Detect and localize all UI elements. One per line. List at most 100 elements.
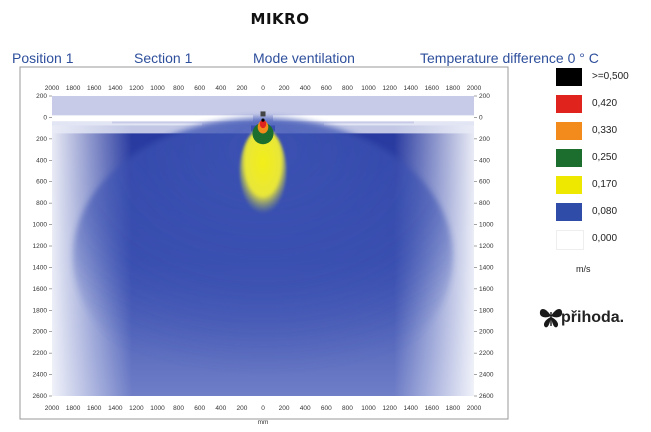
y-tick-label-right: 1600 [479, 286, 494, 293]
y-tick-label-left: 1400 [33, 264, 48, 271]
x-tick-label-bottom: 1200 [382, 405, 397, 412]
x-tick-label-top: 200 [236, 85, 247, 92]
x-tick-label-bottom: 600 [194, 405, 205, 412]
y-tick-label-left: 2200 [33, 350, 48, 357]
legend-swatch [556, 95, 582, 113]
legend-swatch [556, 176, 582, 194]
butterfly-icon [539, 309, 563, 328]
x-axis-label: mm [258, 419, 269, 426]
x-tick-label-top: 800 [173, 85, 184, 92]
legend-swatch [556, 68, 582, 86]
x-tick-label-bottom: 0 [261, 405, 265, 412]
x-tick-label-top: 600 [194, 85, 205, 92]
x-tick-label-top: 2000 [467, 85, 482, 92]
heatmap-plot: 2000200018001800160016001400140012001200… [19, 66, 509, 426]
y-tick-label-right: 2400 [479, 372, 494, 379]
y-tick-label-left: 2400 [33, 372, 48, 379]
y-tick-label-right: 2200 [479, 350, 494, 357]
mode-label: Mode ventilation [253, 50, 355, 66]
x-tick-label-bottom: 1400 [403, 405, 418, 412]
legend-label: 0,420 [592, 98, 618, 109]
x-tick-label-top: 1000 [361, 85, 376, 92]
legend-item: 0,170 [552, 176, 648, 196]
x-tick-label-bottom: 800 [173, 405, 184, 412]
x-tick-label-bottom: 400 [215, 405, 226, 412]
y-tick-label-right: 2600 [479, 393, 494, 400]
page-title: MIKRO [250, 10, 310, 28]
y-tick-label-left: 1000 [33, 222, 48, 229]
brand-logo-text: přihoda. [561, 309, 625, 326]
y-tick-label-left: 1800 [33, 307, 48, 314]
x-tick-label-top: 1800 [446, 85, 461, 92]
x-tick-label-top: 1400 [108, 85, 123, 92]
x-tick-label-top: 1600 [425, 85, 440, 92]
x-tick-label-bottom: 1000 [361, 405, 376, 412]
plume-contour-0080 [73, 117, 453, 396]
x-tick-label-bottom: 400 [300, 405, 311, 412]
y-tick-label-right: 2000 [479, 329, 494, 336]
legend-item: 0,000 [552, 230, 648, 250]
x-tick-label-top: 600 [321, 85, 332, 92]
legend-swatch [556, 149, 582, 167]
y-tick-label-right: 400 [479, 157, 490, 164]
legend-swatch [556, 203, 582, 221]
plume-contour-0500 [261, 118, 265, 122]
legend-item: 0,330 [552, 122, 648, 142]
x-tick-label-top: 2000 [45, 85, 60, 92]
legend-label: >=0,500 [592, 71, 629, 82]
brand-logo: přihoda. [537, 300, 647, 334]
legend-unit: m/s [576, 264, 591, 274]
legend-swatch [556, 122, 582, 140]
y-tick-label-left: 800 [36, 200, 47, 207]
x-tick-label-top: 0 [261, 85, 265, 92]
y-tick-label-right: 200 [479, 93, 490, 100]
nozzle-marker [260, 111, 266, 117]
x-tick-label-top: 1000 [150, 85, 165, 92]
plume-contour-0420 [259, 119, 267, 129]
x-tick-label-bottom: 1800 [446, 405, 461, 412]
x-tick-label-top: 1800 [66, 85, 81, 92]
x-tick-label-top: 200 [279, 85, 290, 92]
x-tick-label-bottom: 1200 [129, 405, 144, 412]
y-tick-label-left: 200 [36, 136, 47, 143]
y-tick-label-right: 1000 [479, 222, 494, 229]
ceiling-transition [52, 121, 474, 134]
y-tick-label-left: 600 [36, 179, 47, 186]
x-tick-label-top: 1200 [129, 85, 144, 92]
y-tick-label-left: 2600 [33, 393, 48, 400]
x-tick-label-bottom: 200 [279, 405, 290, 412]
x-tick-label-top: 1200 [382, 85, 397, 92]
x-tick-label-top: 400 [300, 85, 311, 92]
legend-item: 0,250 [552, 149, 648, 169]
y-tick-label-right: 1800 [479, 307, 494, 314]
legend-item: 0,080 [552, 203, 648, 223]
x-tick-label-bottom: 2000 [45, 405, 60, 412]
legend-label: 0,250 [592, 152, 618, 163]
plume-contour-0250 [252, 122, 274, 145]
x-tick-label-bottom: 2000 [467, 405, 482, 412]
y-tick-label-right: 800 [479, 200, 490, 207]
legend-item: >=0,500 [552, 68, 648, 88]
y-tick-label-right: 1200 [479, 243, 494, 250]
x-tick-label-bottom: 200 [236, 405, 247, 412]
legend-swatch [556, 230, 584, 250]
temperature-label: Temperature difference 0 ° C [420, 50, 599, 66]
y-tick-label-left: 1600 [33, 286, 48, 293]
x-tick-label-bottom: 1400 [108, 405, 123, 412]
x-tick-label-bottom: 1600 [425, 405, 440, 412]
x-tick-label-top: 800 [342, 85, 353, 92]
x-tick-label-bottom: 600 [321, 405, 332, 412]
y-tick-label-left: 2000 [33, 329, 48, 336]
x-tick-label-top: 400 [215, 85, 226, 92]
y-tick-label-left: 1200 [33, 243, 48, 250]
x-tick-label-top: 1600 [87, 85, 102, 92]
ceiling-strip-left [52, 115, 253, 122]
y-tick-label-right: 600 [479, 179, 490, 186]
x-tick-label-bottom: 1000 [150, 405, 165, 412]
ceiling-strip-right [273, 115, 474, 122]
y-tick-label-left: 200 [36, 93, 47, 100]
section-label: Section 1 [134, 50, 193, 66]
y-tick-label-right: 1400 [479, 264, 494, 271]
x-tick-label-bottom: 800 [342, 405, 353, 412]
legend-label: 0,000 [592, 233, 618, 244]
